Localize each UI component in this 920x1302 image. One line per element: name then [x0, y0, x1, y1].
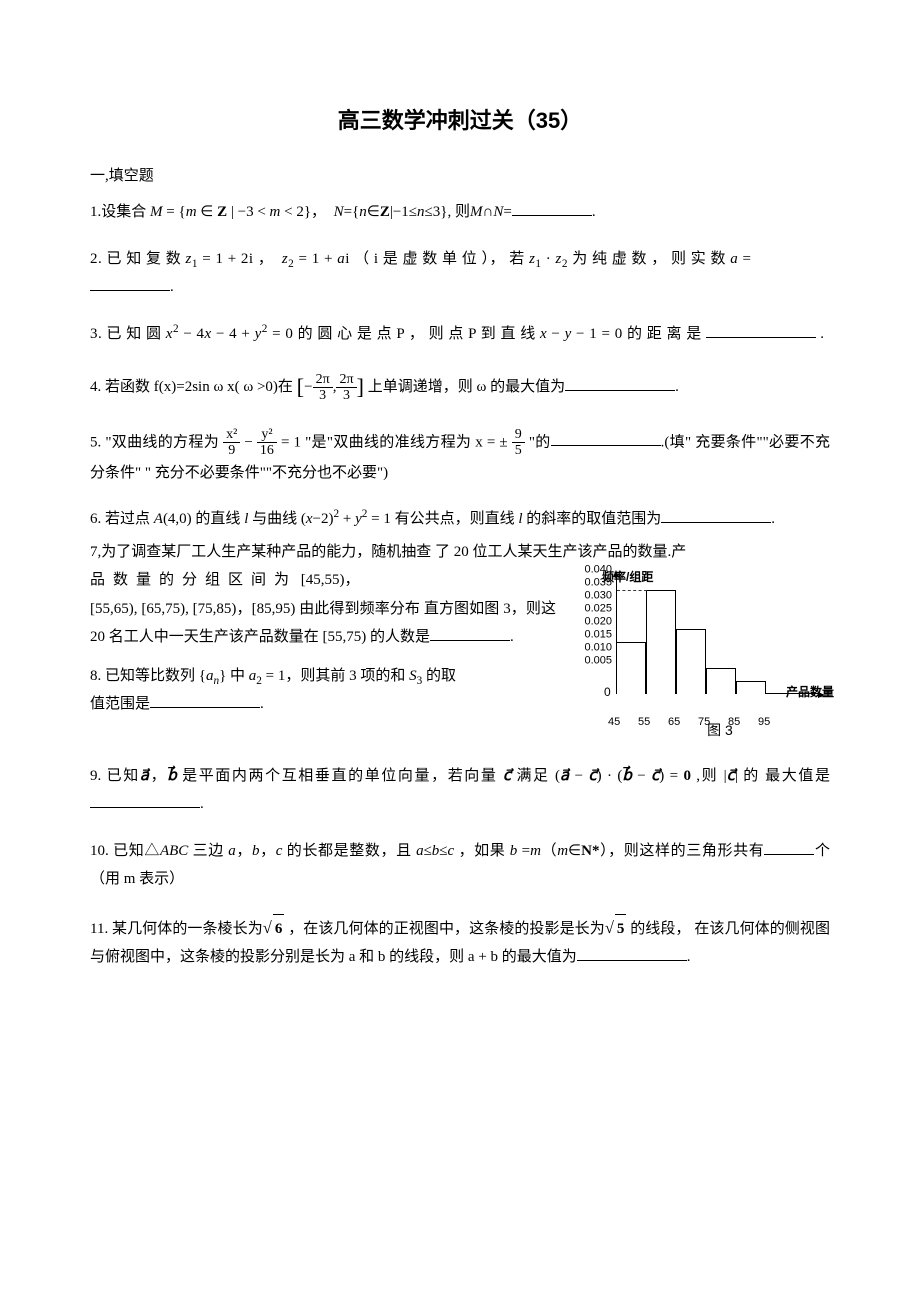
q4-text-b: 上单调递增，则 ω 的最大值为 — [368, 379, 565, 395]
q1-text: 1.设集合 M = {m ∈ Z | −3 < m < 2}， N={n∈Z|−… — [90, 204, 512, 220]
sqrt-6: 6 — [273, 914, 285, 944]
sqrt-5: 5 — [615, 914, 627, 944]
frac-num: x² — [223, 427, 240, 443]
frac-num: 9 — [512, 427, 525, 443]
q11-a: 11. 某几何体的一条棱长为 — [90, 921, 263, 937]
q9-b: 最大值是 — [765, 768, 830, 784]
histogram-bar — [646, 590, 676, 694]
q8-a: 8. 已知等比数列 {an} 中 a2 = 1，则其前 3 项的和 S3 的取 — [90, 668, 456, 684]
q6-text: 6. 若过点 A(4,0) 的直线 l 与曲线 (x−2)2 + y2 = 1 … — [90, 511, 661, 527]
q5-text-c: "的 — [529, 434, 551, 450]
histogram-chart: 频率/组距 0 产品数量 455565758595 0.0050.0100.01… — [570, 570, 830, 744]
q8-b: 值范围是 — [90, 696, 150, 712]
y-axis-arrow — [613, 570, 619, 577]
q5-suffix: .(填" — [661, 434, 692, 450]
histogram-bar — [616, 642, 646, 694]
blank — [551, 431, 661, 446]
x-tick-label: 75 — [698, 712, 710, 733]
question-3: 3. 已 知 圆 x2 − 4x − 4 + y2 = 0 的 圆 心 是 点 … — [90, 320, 830, 349]
y-tick-label: 0.040 — [570, 560, 612, 581]
q2-text: 2. 已 知 复 数 z1 = 1 + 2i ， z2 = 1 + ai （ i… — [90, 251, 751, 267]
frac-num: y² — [257, 427, 277, 443]
question-10: 10. 已知△ABC 三边 a，b，c 的长都是整数，且 a≤b≤c ，如果 b… — [90, 837, 830, 894]
x-tick-label: 45 — [608, 712, 620, 733]
blank — [90, 793, 200, 808]
q7-lead: 7,为了调查某厂工人生产某种产品的能力，随机抽查 了 20 位工人某天生产该产品… — [90, 538, 830, 567]
x-tick-label: 55 — [638, 712, 650, 733]
histogram-bar — [676, 629, 706, 694]
histogram-bar — [736, 681, 766, 694]
question-7: 7,为了调查某厂工人生产某种产品的能力，随机抽查 了 20 位工人某天生产该产品… — [90, 538, 830, 744]
question-5: 5. "双曲线的方程为 x²9 − y²16 = 1 "是"双曲线的准线方程为 … — [90, 427, 830, 487]
q5-text-b: "是"双曲线的准线方程为 x = ± — [305, 434, 508, 450]
section-header: 一,填空题 — [90, 162, 830, 191]
frac-den: 3 — [336, 388, 356, 403]
frac-den: 16 — [257, 443, 277, 458]
question-9: 9. 已知a⃗，b⃗ 是平面内两个互相垂直的单位向量，若向量 c⃗ 满足 (a⃗… — [90, 762, 830, 819]
frac-den: 9 — [223, 443, 240, 458]
frac-num: 2π — [336, 372, 356, 388]
frac-den: 3 — [313, 388, 333, 403]
blank — [706, 323, 816, 338]
frac-num: 2π — [313, 372, 333, 388]
blank — [661, 508, 771, 523]
blank — [430, 626, 510, 641]
q11-c: 的线段， — [630, 921, 690, 937]
dash-line — [617, 590, 647, 591]
q10-text: 10. 已知△ABC 三边 a，b，c 的长都是整数，且 a≤b≤c ，如果 b… — [90, 843, 764, 859]
q3-text: 3. 已 知 圆 x2 − 4x − 4 + y2 = 0 的 圆 心 是 点 … — [90, 326, 702, 342]
x-tick-label: 95 — [758, 712, 770, 733]
q11-b: ，在该几何体的正视图中，这条棱的投影是长为 — [288, 921, 605, 937]
origin-label: 0 — [604, 681, 611, 704]
question-1: 1.设集合 M = {m ∈ Z | −3 < m < 2}， N={n∈Z|−… — [90, 198, 830, 227]
blank — [565, 376, 675, 391]
blank — [764, 840, 814, 855]
q7-int1: [45,55)， — [301, 572, 360, 588]
question-4: 4. 若函数 f(x)=2sin ω x( ω >0)在 [−2π3,2π3] … — [90, 366, 830, 409]
x-tick-label: 85 — [728, 712, 740, 733]
q9-text: 9. 已知a⃗，b⃗ 是平面内两个互相垂直的单位向量，若向量 c⃗ 满足 (a⃗… — [90, 768, 760, 784]
blank — [90, 276, 170, 291]
page-title: 高三数学冲刺过关（35） — [90, 100, 830, 142]
question-11: 11. 某几何体的一条棱长为√6 ，在该几何体的正视图中，这条棱的投影是长为√5… — [90, 912, 830, 972]
x-axis-label: 产品数量 — [786, 681, 834, 704]
question-6: 6. 若过点 A(4,0) 的直线 l 与曲线 (x−2)2 + y2 = 1 … — [90, 505, 830, 534]
q7-spread: 品数量的分组区间为 — [90, 572, 297, 588]
blank — [150, 693, 260, 708]
q7-body: 品数量的分组区间为 [45,55)， [55,65), [65,75), [75… — [90, 566, 556, 719]
q5-text-a: 5. "双曲线的方程为 — [90, 434, 219, 450]
q4-text-a: 4. 若函数 f(x)=2sin ω x( ω >0)在 — [90, 379, 293, 395]
blank — [577, 946, 687, 961]
q7-int2: [55,65), [65,75), [75,85)，[85,95) 由此得到频率… — [90, 601, 420, 617]
frac-den: 5 — [512, 443, 525, 458]
histogram-bar — [706, 668, 736, 694]
q7-c: [55,75) 的人数是 — [323, 629, 431, 645]
blank — [512, 201, 592, 216]
question-2: 2. 已 知 复 数 z1 = 1 + 2i ， z2 = 1 + ai （ i… — [90, 245, 830, 302]
x-tick-label: 65 — [668, 712, 680, 733]
